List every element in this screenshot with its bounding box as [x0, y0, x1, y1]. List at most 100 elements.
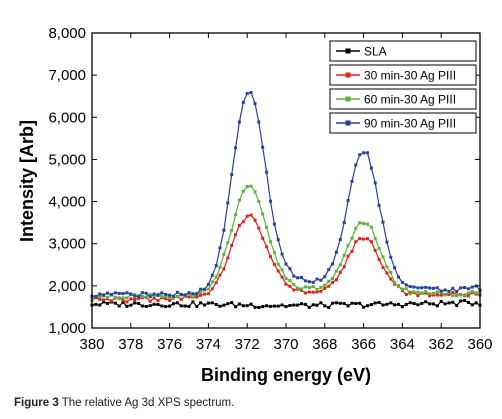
data-point — [144, 295, 148, 299]
data-point — [280, 303, 284, 307]
data-point — [164, 297, 168, 301]
data-point — [381, 255, 385, 259]
data-point — [373, 236, 377, 240]
data-point — [459, 299, 463, 303]
data-point — [241, 189, 245, 193]
data-point — [121, 292, 125, 296]
x-tick-label: 372 — [235, 336, 260, 353]
data-point — [428, 302, 432, 306]
data-point — [466, 287, 470, 291]
data-point — [284, 305, 288, 309]
data-point — [106, 301, 109, 305]
series-30-min-30-ag-piii — [90, 213, 482, 304]
data-point — [334, 250, 338, 254]
data-point — [416, 294, 420, 298]
data-point — [292, 283, 296, 287]
data-point — [195, 305, 199, 308]
data-point — [214, 264, 218, 268]
data-point — [125, 291, 129, 295]
data-point — [369, 240, 373, 244]
data-point — [125, 296, 129, 300]
y-tick-label: 3,000 — [48, 236, 86, 253]
data-point — [179, 297, 183, 301]
data-point — [288, 279, 292, 283]
data-point — [265, 225, 269, 229]
data-point — [334, 278, 338, 282]
data-point — [424, 300, 428, 304]
data-point — [431, 302, 435, 306]
y-tick-label: 6,000 — [48, 109, 86, 126]
data-point — [245, 304, 249, 308]
data-point — [377, 301, 381, 304]
data-point — [443, 302, 447, 306]
data-point — [234, 305, 238, 309]
data-point — [187, 291, 191, 295]
data-point — [183, 304, 187, 308]
data-point — [342, 302, 346, 305]
data-point — [117, 304, 121, 308]
data-point — [230, 301, 234, 305]
data-point — [129, 303, 133, 307]
data-point — [366, 151, 369, 155]
data-point — [269, 199, 272, 203]
data-point — [431, 293, 435, 297]
data-point — [125, 304, 129, 308]
data-point — [160, 291, 164, 295]
data-point — [206, 301, 210, 305]
data-point — [362, 222, 366, 225]
legend-box — [329, 88, 477, 110]
data-point — [393, 266, 397, 270]
data-point — [331, 280, 335, 284]
data-point — [237, 302, 241, 306]
data-point — [451, 286, 455, 290]
data-point — [455, 294, 459, 298]
data-point — [168, 304, 172, 308]
legend-item-sla: SLA — [329, 40, 477, 62]
x-tick-label: 380 — [79, 336, 104, 353]
data-point — [152, 292, 156, 296]
data-point — [451, 300, 455, 304]
data-point — [148, 292, 152, 296]
data-point — [377, 258, 381, 262]
data-point — [148, 299, 152, 303]
data-point — [272, 222, 276, 226]
data-point — [416, 290, 420, 294]
data-point — [218, 273, 222, 277]
data-point — [98, 303, 102, 307]
data-point — [358, 301, 362, 305]
data-point — [160, 294, 164, 298]
data-point — [412, 290, 416, 294]
data-point — [459, 286, 463, 290]
data-point — [331, 277, 335, 280]
series-line — [91, 185, 481, 300]
data-point — [338, 271, 342, 274]
data-point — [381, 265, 385, 269]
data-point — [210, 273, 214, 277]
data-point — [172, 302, 175, 306]
data-point — [331, 262, 335, 266]
data-point — [102, 293, 106, 297]
data-point — [152, 296, 156, 300]
data-point — [280, 252, 284, 256]
data-point — [431, 286, 435, 290]
data-point — [272, 250, 276, 254]
data-point — [98, 297, 102, 301]
data-point — [288, 284, 292, 288]
data-point — [334, 301, 338, 305]
data-point — [234, 213, 238, 217]
data-point — [269, 255, 272, 259]
data-point — [466, 294, 470, 298]
data-point — [315, 277, 319, 281]
data-point — [276, 269, 280, 273]
data-point — [327, 284, 331, 288]
data-point — [183, 293, 187, 297]
data-point — [300, 287, 303, 291]
data-point — [156, 293, 160, 297]
data-point — [191, 292, 195, 296]
data-point — [113, 291, 117, 295]
data-point — [342, 265, 346, 269]
data-point — [222, 267, 226, 271]
data-point — [94, 302, 98, 306]
data-point — [203, 303, 206, 307]
data-point — [366, 304, 369, 308]
